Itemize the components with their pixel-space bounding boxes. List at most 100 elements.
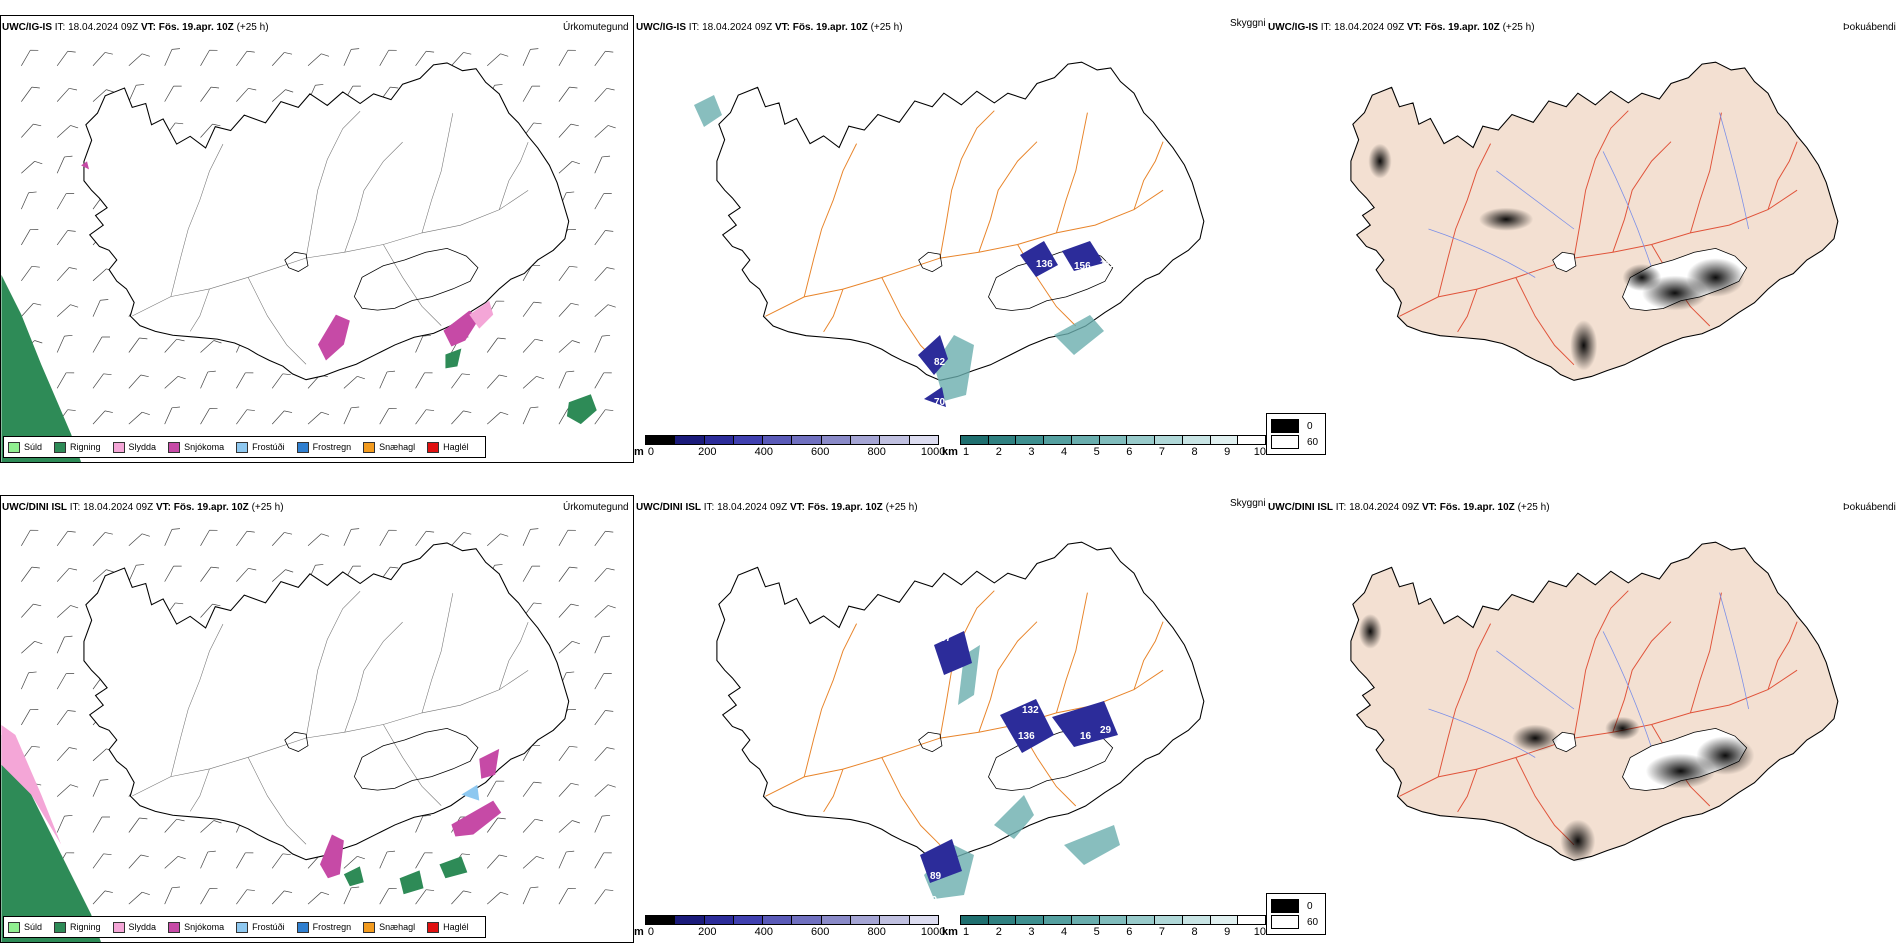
precip-legend-item: Frostúði	[236, 441, 285, 453]
road-line	[1767, 621, 1798, 690]
wind-barb	[200, 123, 221, 138]
wind-barb	[558, 820, 580, 833]
precip-legend-item: Rigning	[54, 441, 101, 453]
color-scale-segment	[851, 916, 881, 924]
precip-legend-item: Haglél	[427, 921, 469, 933]
wind-barb	[164, 818, 185, 833]
visibility-title: Skyggni	[1230, 18, 1266, 29]
cloud-base-area	[934, 631, 972, 675]
fog-area	[1358, 613, 1382, 649]
wind-barb	[271, 410, 293, 425]
wind-barb	[236, 50, 255, 66]
cloud-visibility-panel-row2: 67 92 89 10 132 136 19 16 29 31	[634, 495, 1266, 943]
cloud-base-value-label: 16	[1080, 731, 1092, 742]
wind-barb	[21, 265, 40, 282]
precip-area	[81, 161, 90, 170]
scale-ticks: 0 200 400 600 800 1000	[645, 445, 946, 459]
precip-legend-item: Rigning	[54, 921, 101, 933]
precip-area	[451, 800, 502, 837]
wind-barb	[56, 155, 73, 174]
legend-swatch	[54, 921, 67, 933]
legend-label: 0	[1307, 900, 1313, 912]
panel-title-row1-cloud: UWC/IG-IS IT: 18.04.2024 09Z VT: Fös. 19…	[636, 22, 903, 33]
cloud-visibility-map: 67 92 89 10 132 136 19 16 29 31	[716, 541, 1205, 906]
wind-barb	[21, 566, 40, 582]
cloud-base-value-label: 132	[1022, 705, 1039, 716]
road-line	[170, 143, 224, 297]
wind-barb	[486, 374, 508, 389]
wind-barb	[128, 84, 145, 102]
scale-tick-label: 1	[963, 926, 970, 938]
wind-barb	[164, 48, 180, 66]
wind-barb	[21, 191, 37, 210]
wind-barb	[21, 529, 39, 546]
legend-swatch	[427, 921, 440, 933]
legend-label: Rigning	[70, 442, 101, 452]
wind-barb	[594, 267, 615, 282]
wind-barb	[486, 854, 508, 869]
color-scale-segment	[675, 916, 705, 924]
river-line	[1602, 631, 1652, 748]
wind-barb	[200, 370, 216, 389]
color-scale-bar	[960, 435, 1266, 445]
road-line	[247, 277, 307, 365]
wind-barb	[558, 49, 576, 66]
precip-legend-item: Slydda	[112, 921, 156, 933]
wind-barb	[92, 373, 112, 389]
wind-barb	[558, 603, 579, 618]
color-scale-segment	[763, 436, 793, 444]
legend-swatch	[296, 441, 309, 453]
wind-barb	[56, 267, 78, 282]
scale-tick-label: 8	[1191, 446, 1198, 458]
color-scale-bar	[645, 435, 939, 445]
wind-barb	[128, 411, 150, 425]
wind-barb	[558, 782, 579, 797]
wind-barb	[522, 376, 545, 389]
road-line	[1573, 110, 1629, 259]
wind-barb	[128, 817, 148, 833]
road-line	[1689, 112, 1722, 234]
scale-tick-label: 400	[754, 926, 773, 938]
color-scale-segment	[961, 436, 989, 444]
color-scale-segment	[1016, 436, 1045, 444]
glacier-outline	[284, 251, 309, 272]
wind-barb	[379, 529, 397, 546]
precip-legend-item: Súld	[8, 441, 42, 453]
glacier-outline	[353, 727, 479, 791]
cloud-base-value-label: 10	[926, 895, 938, 906]
cloud-base-value-label: 29	[1100, 725, 1112, 736]
road-line	[421, 113, 454, 233]
scale-tick-label: 4	[1060, 446, 1068, 458]
wind-barb	[558, 370, 575, 389]
wind-barb	[56, 530, 76, 546]
legend-label: 60	[1307, 436, 1319, 448]
scale-tick-label: 3	[1028, 446, 1035, 458]
wind-barb	[271, 89, 294, 102]
wind-barb	[200, 820, 222, 833]
scale-ticks: 0 200 400 600 800 1000	[645, 925, 946, 939]
wind-barb	[200, 850, 216, 869]
wind-barb	[164, 528, 180, 546]
road-line	[765, 189, 1164, 317]
cloud-base-value-label: 82	[934, 357, 946, 368]
wind-barb	[164, 376, 186, 389]
wind-barb	[558, 123, 579, 138]
road-line	[823, 768, 844, 813]
wind-barb	[56, 567, 78, 582]
road-line	[1767, 141, 1798, 210]
wind-barb	[343, 406, 360, 425]
wind-barb	[558, 86, 578, 102]
color-scale-segment	[961, 916, 989, 924]
fog-area	[1570, 320, 1598, 371]
fog-area	[1696, 736, 1755, 775]
cloud-base-area	[918, 335, 948, 375]
color-scale-segment	[1210, 436, 1239, 444]
wind-barb	[200, 888, 218, 905]
glacier-outline	[1552, 251, 1577, 273]
precip-legend-item: Haglél	[427, 441, 469, 453]
panel-title-row2-cloud: UWC/DINI ISL IT: 18.04.2024 09Z VT: Fös.…	[636, 502, 918, 513]
wind-barb	[21, 86, 40, 102]
cloud-base-value-label: 19	[1048, 741, 1060, 752]
wind-barb	[379, 408, 397, 425]
wind-barb	[558, 888, 576, 905]
